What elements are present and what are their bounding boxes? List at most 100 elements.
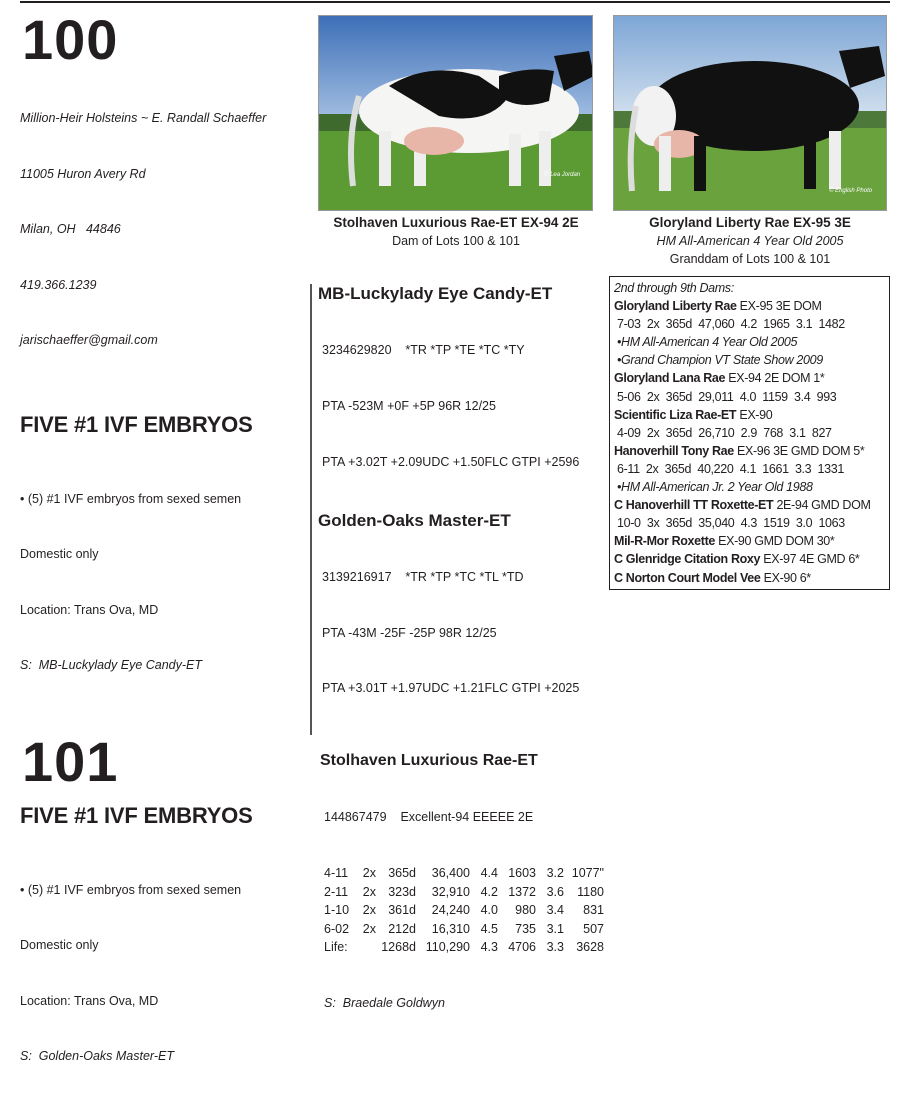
sire-section: MB-Luckylady Eye Candy-ET 3234629820 *TR… [310, 284, 602, 736]
record-row: Life: 1268d 110,290 4.3 4706 3.3 3628 [324, 938, 604, 957]
lot-number-101: 101 [22, 729, 119, 793]
record-cell: 3.4 [546, 903, 564, 918]
caption-title: Gloryland Liberty Rae EX-95 3E [649, 215, 851, 230]
record-cell: 831 [583, 903, 604, 918]
record-cell: 1-10 [324, 903, 350, 918]
dam-id-line: 144867479 Excellent-94 EEEEE 2E [324, 810, 534, 825]
dam-name: Stolhaven Luxurious Rae-ET [320, 752, 538, 770]
detail-line: Domestic only [20, 938, 99, 952]
record-cell: 365d [388, 866, 416, 881]
dam-entry-name: Gloryland Liberty Rae EX-95 3E DOM [614, 297, 885, 315]
record-cell: 36,400 [431, 866, 470, 881]
ancestor-name: Gloryland Liberty Rae [614, 299, 737, 314]
lots-column: 100 Million-Heir Holsteins ~ E. Randall … [20, 8, 305, 1103]
detail-line: Location: Trans Ova, MD [20, 993, 159, 1008]
record-cell: 24,240 [431, 903, 470, 918]
ancestor-name: Scientific Liza Rae-ET [614, 407, 737, 422]
sire-line: S: MB-Luckylady Eye Candy-ET [20, 658, 203, 672]
ancestor-award: •HM All-American 4 Year Old 2005 [617, 335, 798, 350]
record-cell: 1077" [571, 866, 604, 881]
sire-line: S: Golden-Oaks Master-ET [20, 1049, 174, 1063]
caption-title: Stolhaven Luxurious Rae-ET EX-94 2E [333, 215, 579, 230]
record-cell: 735 [515, 921, 536, 936]
record-row: 2-11 2x 323d 32,910 4.2 1372 3.6 1180 [324, 883, 604, 902]
ancestor-record: 10-0 3x 365d 35,040 4.3 1519 3.0 1063 [617, 516, 845, 531]
sire-info: 3139216917 *TR *TP *TC *TL *TD PTA -43M … [318, 531, 602, 736]
record-cell: 4706 [508, 940, 536, 955]
ancestor-score: EX-90 [736, 407, 773, 422]
sire-info: 3234629820 *TR *TP *TE *TC *TY PTA -523M… [318, 304, 602, 509]
ancestor-award: •Grand Champion VT State Show 2009 [617, 353, 823, 368]
pedigree-column: © English Photo Gloryland Liberty Rae EX… [605, 15, 895, 590]
dam-entry-name: Mil-R-Mor Roxette EX-90 GMD DOM 30* [614, 532, 885, 550]
detail-line: Domestic only [20, 547, 99, 561]
sire-pta-line: PTA +3.02T +2.09UDC +1.50FLC GTPI +2596 [322, 454, 580, 469]
record-cell: 4.5 [480, 921, 498, 936]
ancestor-name: Hanoverhill Tony Rae [614, 443, 734, 458]
ancestor-score: EX-97 4E GMD 6* [760, 552, 860, 567]
record-cell: 1268d [381, 940, 416, 955]
record-cell: 2x [362, 866, 376, 881]
record-cell [354, 938, 376, 957]
record-cell: 2-11 [324, 884, 349, 899]
city: Milan, OH 44846 [20, 222, 121, 236]
record-cell: 110,290 [425, 940, 470, 955]
dam-entry-name: Scientific Liza Rae-ET EX-90 [614, 406, 885, 424]
dam-sire: S: Braedale Goldwyn [324, 996, 445, 1011]
record-cell: 3.2 [546, 866, 564, 881]
ancestor-name: C Norton Court Model Vee [614, 570, 761, 585]
caption-award: HM All-American 4 Year Old 2005 [656, 234, 844, 248]
dam-column: © Lea Jordan Stolhaven Luxurious Rae-ET … [310, 15, 604, 1050]
record-cell: 3.6 [546, 884, 564, 899]
record-cell: 6-02 [324, 921, 350, 936]
record-cell: 4.3 [480, 940, 498, 955]
record-row: 4-11 2x 365d 36,400 4.4 1603 3.2 1077" [324, 864, 604, 883]
pedigree-entries: Gloryland Liberty Rae EX-95 3E DOM 7-03 2… [614, 297, 885, 587]
phone: 419.366.1239 [20, 277, 97, 292]
caption-subtitle: Dam of Lots 100 & 101 [392, 234, 520, 248]
record-cell: 212d [388, 921, 416, 936]
sire-pta-line: PTA -523M +0F +5P 96R 12/25 [322, 398, 496, 413]
record-cell: 4.4 [480, 866, 498, 881]
ancestor-record: 4-09 2x 365d 26,710 2.9 768 3.1 827 [617, 425, 832, 440]
pedigree-box: 2nd through 9th Dams: Gloryland Liberty … [609, 276, 890, 590]
ancestor-name: Mil-R-Mor Roxette [614, 534, 715, 549]
record-cell: 2x [362, 921, 376, 936]
record-cell: 1180 [577, 884, 604, 899]
ancestor-score: EX-90 GMD DOM 30* [715, 534, 835, 549]
ancestor-record: 5-06 2x 365d 29,011 4.0 1159 3.4 993 [617, 389, 837, 404]
lot-100-details: • (5) #1 IVF embryos from sexed semen Do… [20, 453, 305, 712]
consignor-name: Million-Heir Holsteins ~ E. Randall Scha… [20, 111, 267, 125]
dam-photo-caption: Stolhaven Luxurious Rae-ET EX-94 2E Dam … [310, 213, 602, 250]
dam-entry-name: Gloryland Lana Rae EX-94 2E DOM 1* [614, 369, 885, 387]
top-rule [20, 1, 890, 3]
ancestor-record: 6-11 2x 365d 40,220 4.1 1661 3.3 1331 [617, 461, 844, 476]
ancestor-score: EX-96 3E GMD DOM 5* [733, 443, 865, 458]
dam-entry-name: C Hanoverhill TT Roxette-ET 2E-94 GMD DO… [614, 496, 885, 514]
cow-image: © Lea Jordan [319, 16, 592, 210]
record-cell: 1603 [508, 866, 536, 881]
dam-records: 4-11 2x 365d 36,400 4.4 1603 3.2 1077" 2-11 2x 323… [324, 864, 604, 957]
ancestor-score: EX-95 3E DOM [736, 299, 822, 314]
photo-credit: © English Photo [829, 187, 873, 194]
sire-id-line: 3234629820 *TR *TP *TE *TC *TY [322, 343, 525, 358]
granddam-photo: © English Photo [613, 15, 887, 211]
record-cell: 4-11 [324, 866, 349, 881]
detail-line: • (5) #1 IVF embryos from sexed semen [20, 882, 242, 897]
sire-name: Golden-Oaks Master-ET [318, 510, 511, 530]
granddam-photo-caption: Gloryland Liberty Rae EX-95 3E HM All-Am… [605, 213, 895, 268]
sire-id-line: 3139216917 *TR *TP *TC *TL *TD [322, 569, 524, 584]
record-cell: 16,310 [431, 921, 470, 936]
ancestor-record: 7-03 2x 365d 47,060 4.2 1965 3.1 1482 [617, 317, 845, 332]
lot-100-heading: FIVE #1 IVF EMBRYOS [20, 411, 253, 437]
lot-101-details: • (5) #1 IVF embryos from sexed semen Do… [20, 844, 305, 1103]
ancestor-award: •HM All-American Jr. 2 Year Old 1988 [617, 480, 813, 495]
lot-number-100: 100 [22, 8, 119, 71]
record-row: 1-10 2x 361d 24,240 4.0 980 3.4 831 [324, 901, 604, 920]
record-row: 6-02 2x 212d 16,310 4.5 735 3.1 507 [324, 920, 604, 939]
record-cell: 3.3 [546, 940, 564, 955]
ancestor-name: C Glenridge Citation Roxy [614, 552, 761, 567]
ancestor-score: 2E-94 GMD DOM [773, 498, 871, 513]
dam-entry-name: Hanoverhill Tony Rae EX-96 3E GMD DOM 5* [614, 442, 885, 460]
ancestor-name: C Hanoverhill TT Roxette-ET [614, 498, 774, 513]
